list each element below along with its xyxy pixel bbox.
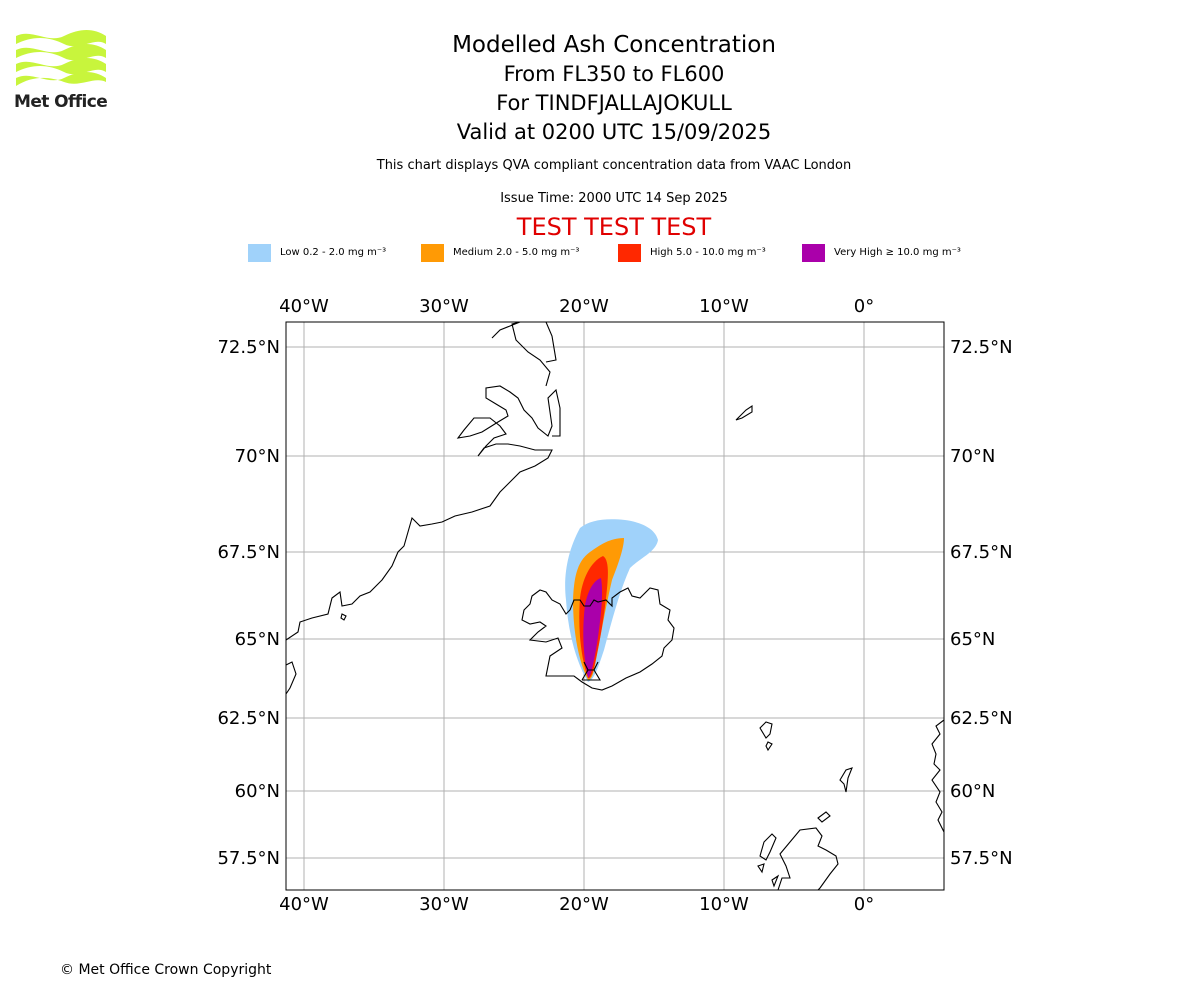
lat-label: 65°N xyxy=(950,629,995,650)
lat-label: 60°N xyxy=(950,781,995,802)
shetland-islands xyxy=(839,767,853,793)
met-office-logo: Met Office xyxy=(14,30,110,112)
legend-label-low: Low 0.2 - 2.0 mg m⁻³ xyxy=(280,247,387,258)
lat-label: 70°N xyxy=(950,446,995,467)
lat-label: 62.5°N xyxy=(217,708,280,729)
legend-swatch-high xyxy=(618,244,641,262)
lon-labels-bottom: 40°W 30°W 20°W 10°W 0° xyxy=(279,894,874,915)
faroe-islands xyxy=(759,721,773,752)
jan-mayen xyxy=(735,404,753,421)
scotland-coast xyxy=(777,827,839,891)
lat-labels-left: 72.5°N 70°N 67.5°N 65°N 62.5°N 60°N 57.5… xyxy=(217,337,280,869)
greenland-coast-south xyxy=(285,661,297,695)
volcano-marker-icon xyxy=(581,661,601,681)
lon-label: 20°W xyxy=(559,894,609,915)
legend-swatch-low xyxy=(248,244,271,262)
greenland-coast xyxy=(285,321,561,641)
lon-label: 10°W xyxy=(699,894,749,915)
valid-time: Valid at 0200 UTC 15/09/2025 xyxy=(456,120,772,144)
chart-title: Modelled Ash Concentration xyxy=(452,32,776,58)
legend-swatch-medium xyxy=(421,244,444,262)
lat-label: 72.5°N xyxy=(217,337,280,358)
norway-coast xyxy=(931,719,945,833)
lat-label: 72.5°N xyxy=(950,337,1013,358)
lat-label: 65°N xyxy=(235,629,280,650)
flight-levels: From FL350 to FL600 xyxy=(503,62,725,86)
lon-label: 30°W xyxy=(419,894,469,915)
map-frame xyxy=(285,321,945,891)
chart-description: This chart displays QVA compliant concen… xyxy=(376,158,852,173)
legend-label-very-high: Very High ≥ 10.0 mg m⁻³ xyxy=(834,247,961,258)
orkney-islands xyxy=(817,811,831,823)
lon-label: 30°W xyxy=(419,296,469,317)
test-banner: TEST TEST TEST xyxy=(516,213,712,241)
lat-label: 67.5°N xyxy=(950,542,1013,563)
logo-text: Met Office xyxy=(14,92,108,112)
lat-label: 70°N xyxy=(235,446,280,467)
hebrides-islands xyxy=(757,833,780,888)
issue-time: Issue Time: 2000 UTC 14 Sep 2025 xyxy=(500,191,728,206)
lon-labels-top: 40°W 30°W 20°W 10°W 0° xyxy=(279,296,874,317)
lon-label: 0° xyxy=(854,296,874,317)
lat-labels-right: 72.5°N 70°N 67.5°N 65°N 62.5°N 60°N 57.5… xyxy=(950,337,1013,869)
greenland-islet xyxy=(340,613,347,621)
legend-label-high: High 5.0 - 10.0 mg m⁻³ xyxy=(650,247,766,258)
chart-title-block: Modelled Ash Concentration From FL350 to… xyxy=(314,30,914,147)
lon-label: 40°W xyxy=(279,296,329,317)
lon-label: 20°W xyxy=(559,296,609,317)
ash-very-high-area xyxy=(583,578,603,678)
iceland-coast xyxy=(521,587,675,691)
lon-label: 10°W xyxy=(699,296,749,317)
lon-label: 40°W xyxy=(279,894,329,915)
legend-label-medium: Medium 2.0 - 5.0 mg m⁻³ xyxy=(453,247,580,258)
lon-label: 0° xyxy=(854,894,874,915)
lat-label: 62.5°N xyxy=(950,708,1013,729)
copyright-notice: © Met Office Crown Copyright xyxy=(60,962,272,978)
lat-label: 67.5°N xyxy=(217,542,280,563)
lat-label: 60°N xyxy=(235,781,280,802)
lat-label: 57.5°N xyxy=(950,848,1013,869)
lat-label: 57.5°N xyxy=(217,848,280,869)
met-office-wave-icon xyxy=(16,30,106,86)
volcano-name: For TINDFJALLAJOKULL xyxy=(496,91,732,115)
legend-swatch-very-high xyxy=(802,244,825,262)
